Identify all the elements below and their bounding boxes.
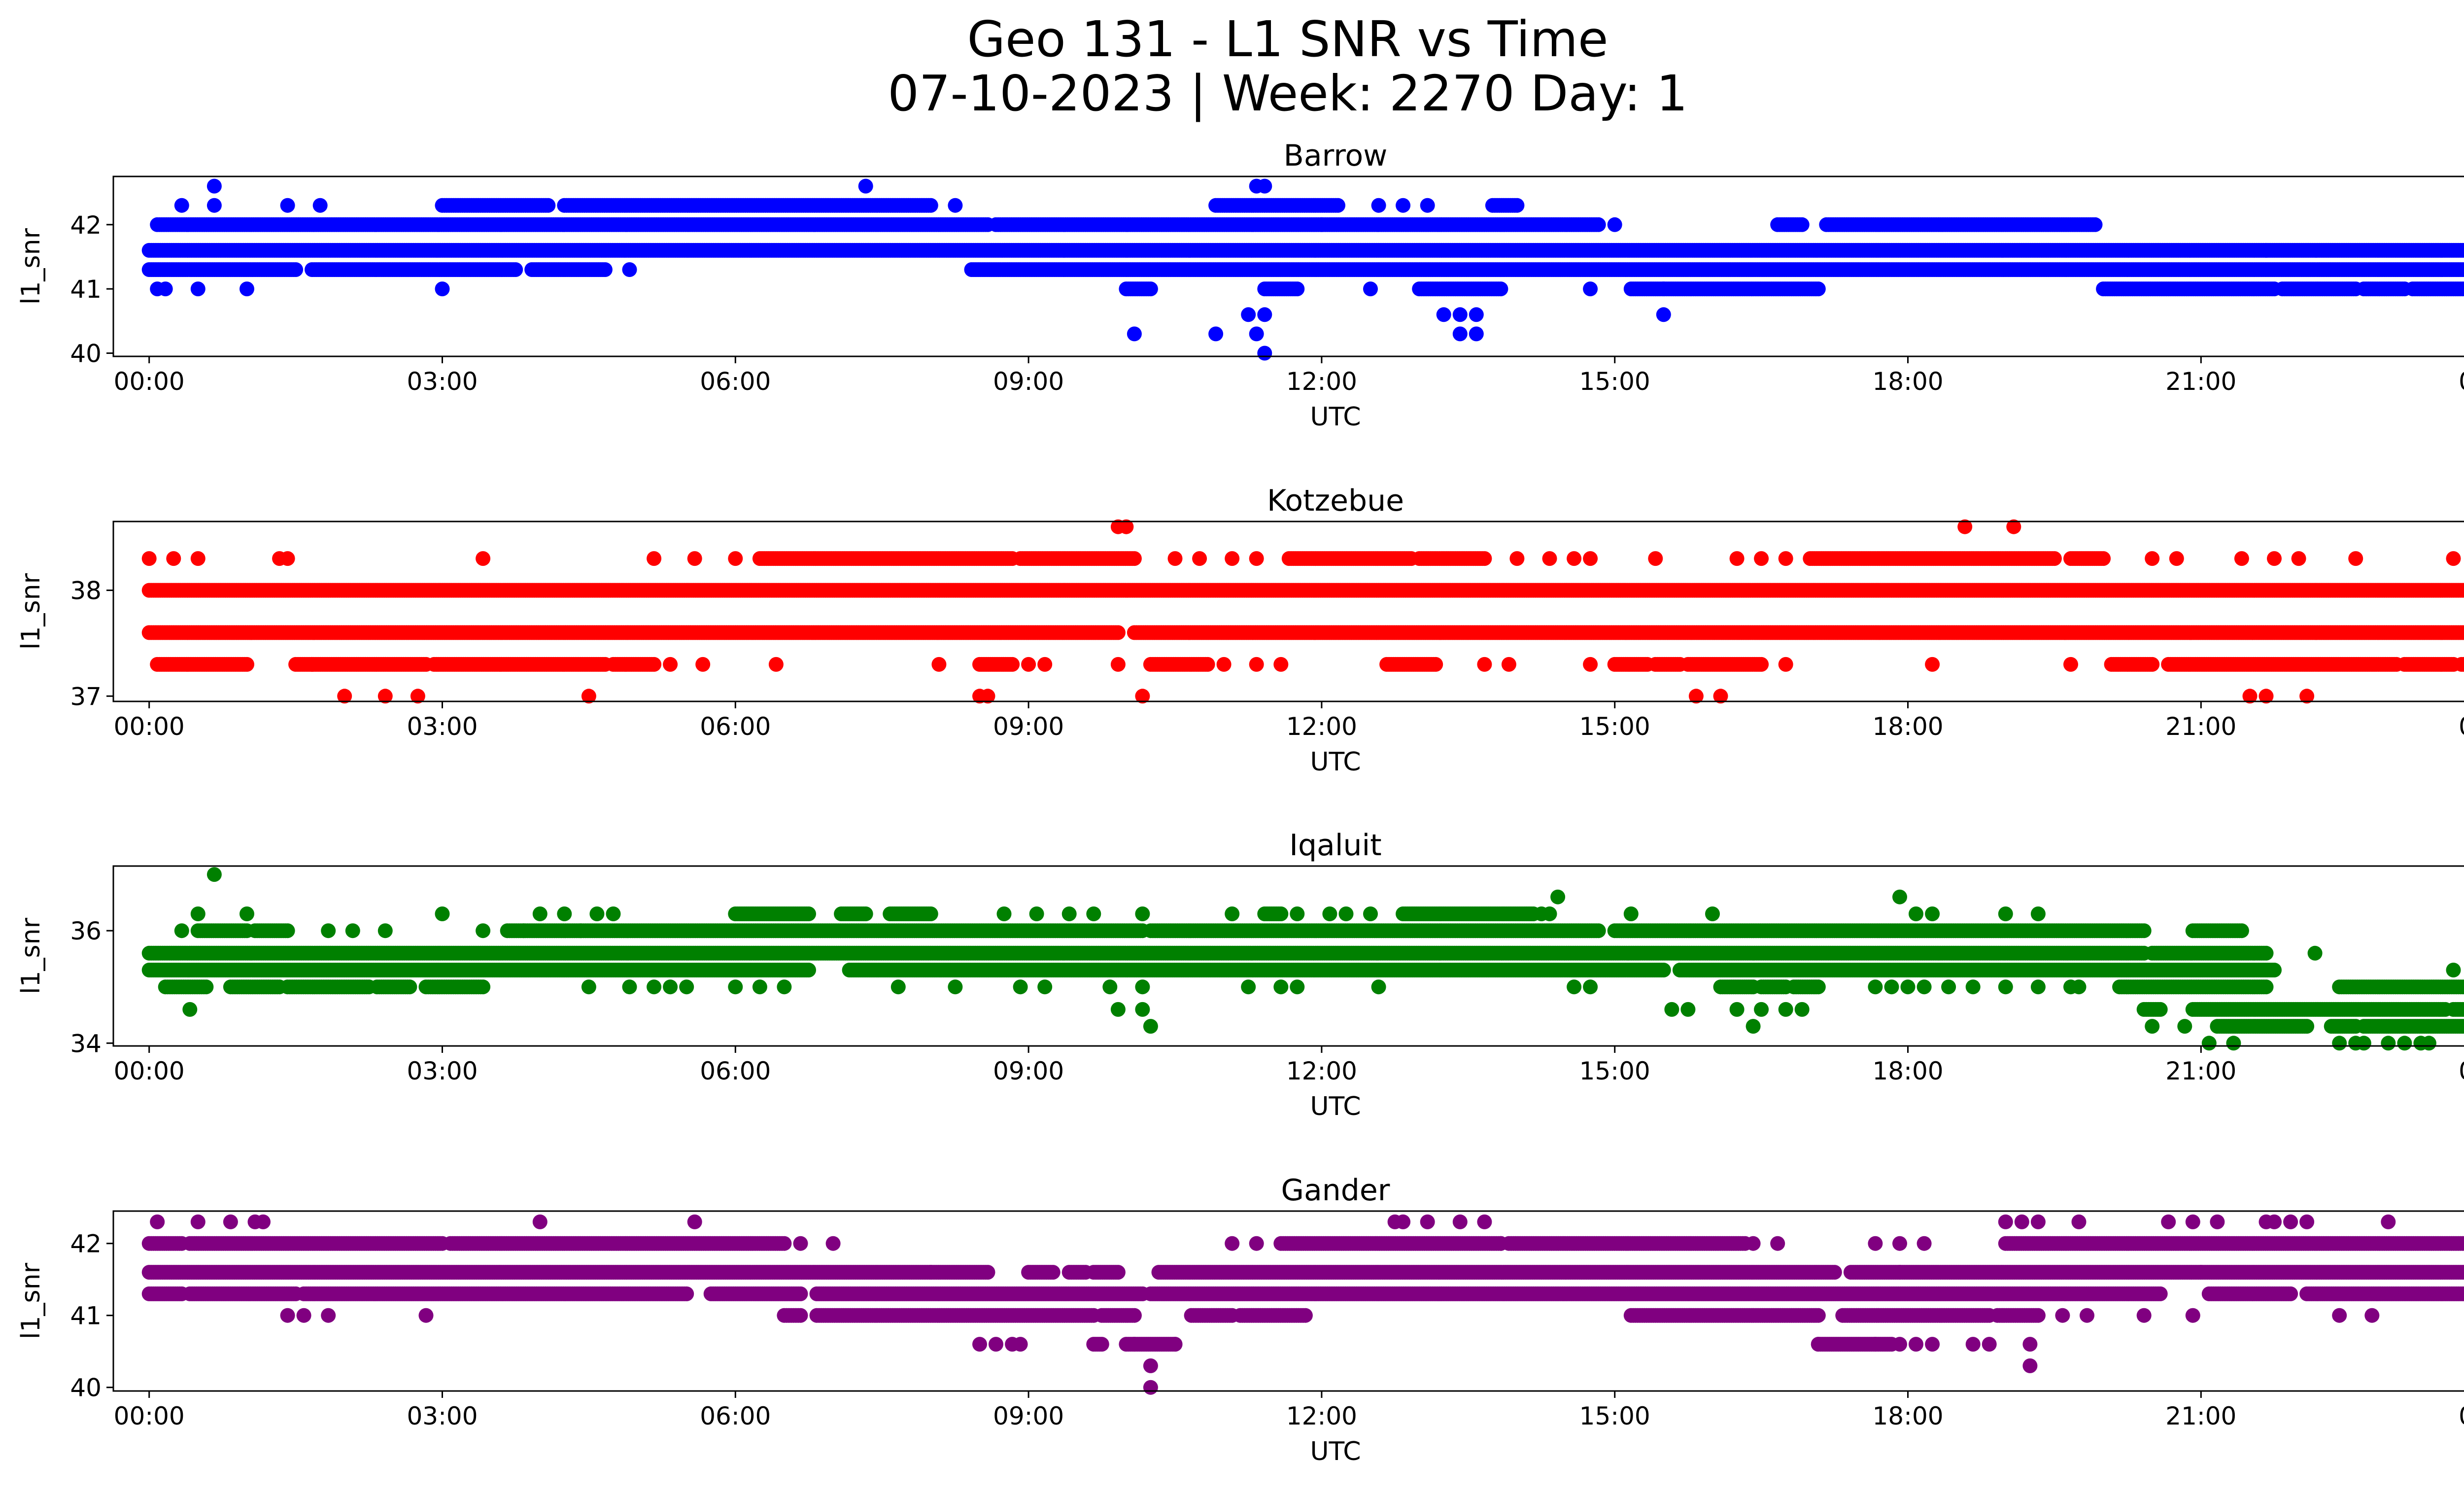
x-tick-label: 12:00 [1286, 367, 1357, 396]
data-point [1509, 198, 1525, 213]
data-point [1257, 307, 1272, 322]
data-point [923, 198, 938, 213]
x-tick-label: 00:00 [114, 367, 185, 396]
data-point [1314, 217, 1329, 232]
x-tick-label: 21:00 [2165, 367, 2236, 396]
data-point [174, 198, 189, 213]
data-point [2259, 243, 2274, 258]
data-point [1143, 281, 1158, 297]
data-point [1794, 217, 1810, 232]
figure-title-line2: 07-10-2023 | Week: 2270 Day: 1 [888, 65, 1688, 122]
data-point [1257, 178, 1272, 194]
data-point [206, 178, 222, 194]
data-point [1436, 307, 1451, 322]
y-tick-label: 42 [70, 211, 102, 240]
panel-title: Barrow [1284, 139, 1388, 173]
data-point [1127, 326, 1142, 342]
data-point [1452, 326, 1468, 342]
x-tick-label: 06:00 [700, 367, 771, 396]
x-tick-label: 03:00 [407, 367, 478, 396]
data-point [1396, 198, 1411, 213]
data-point [1331, 198, 1345, 213]
data-point [597, 262, 613, 277]
y-tick-label: 41 [70, 275, 102, 304]
figure-title-line1: Geo 131 - L1 SNR vs Time [967, 10, 1608, 68]
data-point [541, 198, 556, 213]
data-point [1469, 326, 1484, 342]
panel-barrow: Barrow 00:00 03:00 06:00 09:00 12:00 15:00 18:0… [16, 139, 2464, 432]
data-point [1208, 326, 1224, 342]
data-point [288, 262, 304, 277]
data-point [858, 178, 873, 194]
data-point [1811, 281, 1826, 297]
data-point [948, 198, 963, 213]
data-series [141, 178, 2464, 361]
data-point [1583, 281, 1598, 297]
data-point [622, 262, 637, 277]
x-tick-label: 15:00 [1579, 367, 1650, 396]
data-point [508, 262, 523, 277]
y-axis-label: l1_snr [16, 228, 46, 305]
x-axis-label: UTC [1310, 402, 1361, 432]
data-point [1452, 307, 1468, 322]
data-point [1371, 198, 1386, 213]
data-series [141, 519, 2464, 704]
data-point [240, 281, 254, 297]
panel-title: Kotzebue [1267, 484, 1404, 518]
data-point [1363, 281, 1378, 297]
data-point [280, 198, 295, 213]
data-point [1607, 217, 1622, 232]
data-point [1591, 217, 1606, 232]
data-point [312, 198, 328, 213]
data-point [1241, 307, 1256, 322]
data-point [1110, 625, 1126, 640]
data-point [1257, 346, 1272, 361]
x-tick-label: 18:00 [1872, 367, 1943, 396]
x-tick-label: 09:00 [993, 367, 1064, 396]
data-point [1290, 281, 1305, 297]
data-point [435, 281, 450, 297]
data-point [190, 281, 205, 297]
data-point [1420, 198, 1435, 213]
data-point [1493, 281, 1508, 297]
data-point [1249, 326, 1264, 342]
x-tick-label: 00:00 [2459, 367, 2464, 396]
data-point [2088, 217, 2103, 232]
data-point [158, 281, 173, 297]
data-point [1469, 307, 1484, 322]
data-point [1656, 307, 1671, 322]
y-tick-label: 40 [70, 339, 102, 368]
data-point [1656, 281, 1671, 297]
data-point [206, 198, 222, 213]
